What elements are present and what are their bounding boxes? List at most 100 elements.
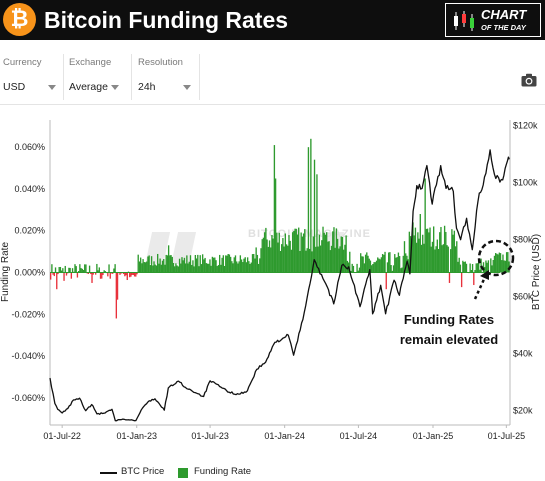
- funding-rate-bar: [418, 238, 420, 273]
- funding-rate-bar: [436, 239, 438, 273]
- funding-rate-bar: [139, 257, 142, 273]
- funding-rate-bar: [384, 251, 386, 273]
- funding-rate-bar: [390, 265, 392, 273]
- funding-rate-bar: [166, 255, 169, 273]
- funding-rate-bar: [71, 268, 74, 273]
- funding-rate-bar: [237, 263, 239, 273]
- funding-rate-bar: [273, 145, 276, 273]
- funding-rate-bar: [186, 255, 188, 273]
- funding-rate-bar: [88, 265, 91, 273]
- currency-select[interactable]: Currency USD: [0, 54, 63, 100]
- funding-rate-bar: [266, 239, 268, 273]
- legend-btc-price[interactable]: BTC Price: [121, 466, 165, 477]
- funding-rate-bar: [231, 261, 233, 273]
- funding-rate-bar: [58, 267, 60, 273]
- funding-rate-bar: [405, 253, 407, 273]
- funding-rate-bar: [299, 250, 301, 273]
- funding-rate-bar: [242, 262, 244, 273]
- funding-rate-bar: [102, 272, 104, 276]
- funding-rate-bar: [403, 241, 406, 273]
- funding-rate-bar: [469, 263, 471, 273]
- funding-rate-bar: [163, 259, 165, 273]
- x-tick-label: 01-Jan-24: [264, 431, 305, 441]
- funding-rate-bar: [493, 255, 496, 273]
- funding-rate-bar: [491, 265, 493, 273]
- funding-rate-bar: [82, 269, 85, 273]
- funding-rate-bar: [380, 257, 383, 273]
- y-right-tick-label: $80k: [513, 235, 533, 245]
- funding-rate-bar: [147, 256, 149, 273]
- funding-rate-bar: [463, 262, 465, 273]
- funding-rate-bar: [259, 258, 261, 273]
- funding-rate-bar: [79, 264, 81, 273]
- funding-rate-bar: [298, 227, 300, 273]
- funding-rate-bar: [143, 262, 145, 273]
- funding-rate-bar: [239, 255, 242, 273]
- funding-rate-bar: [433, 226, 435, 273]
- funding-rate-bar: [126, 272, 128, 281]
- funding-rate-bar: [332, 231, 334, 273]
- funding-rate-bar: [484, 266, 486, 273]
- funding-rate-bar: [503, 260, 505, 273]
- funding-rate-bar: [434, 249, 436, 273]
- exchange-select[interactable]: Exchange Average: [66, 54, 132, 100]
- funding-rate-bar: [480, 258, 482, 273]
- funding-rate-bar: [415, 242, 418, 273]
- funding-rate-bar: [306, 248, 308, 273]
- funding-rate-bar: [296, 234, 299, 273]
- funding-rate-bar: [232, 263, 234, 273]
- funding-rate-bar: [63, 272, 65, 281]
- funding-rate-bar: [440, 227, 442, 273]
- funding-rate-bar: [256, 254, 259, 273]
- funding-rate-bar: [502, 254, 504, 273]
- funding-rate-bar: [394, 254, 396, 273]
- funding-rate-bar: [101, 272, 103, 279]
- funding-rate-bar: [212, 257, 215, 273]
- funding-rate-bar: [383, 254, 385, 273]
- funding-rate-bar: [485, 260, 487, 273]
- funding-rate-bar: [321, 240, 323, 273]
- resolution-select[interactable]: Resolution 24h: [135, 54, 199, 100]
- funding-rate-bar: [125, 272, 127, 276]
- legend-funding-rate[interactable]: Funding Rate: [194, 466, 252, 477]
- funding-rate-bar: [349, 251, 351, 273]
- funding-rate-bar: [402, 255, 404, 273]
- funding-rate-bar: [457, 261, 459, 273]
- funding-rate-bar: [501, 260, 503, 273]
- y-left-tick-label: -0.020%: [11, 309, 45, 319]
- funding-rate-bar: [476, 263, 479, 273]
- funding-rate-bar: [236, 261, 238, 273]
- funding-rate-bar: [419, 214, 421, 273]
- camera-icon[interactable]: [521, 73, 537, 87]
- y-left-tick-label: 0.000%: [14, 268, 45, 278]
- funding-rate-bar: [294, 228, 296, 273]
- funding-rate-bar: [456, 241, 458, 273]
- funding-rate-bar: [422, 234, 424, 273]
- funding-rate-bar: [187, 263, 189, 273]
- funding-rate-bar: [248, 261, 250, 273]
- funding-rate-bar: [262, 237, 265, 273]
- x-tick-label: 01-Jan-23: [116, 431, 157, 441]
- funding-rate-bar: [379, 259, 381, 273]
- funding-rate-bar: [98, 267, 100, 273]
- funding-rate-bar: [328, 241, 330, 273]
- funding-rate-bar: [451, 229, 453, 273]
- funding-rate-bar: [158, 263, 160, 273]
- funding-rate-bar: [120, 272, 122, 274]
- legend-line-icon: [100, 472, 117, 474]
- funding-rate-bar: [487, 260, 490, 273]
- funding-rate-bar: [249, 263, 251, 273]
- funding-rate-bar: [477, 260, 480, 273]
- funding-rate-bar: [279, 250, 282, 273]
- funding-rate-bar: [184, 263, 187, 273]
- chart-of-the-day-badge: CHART OF THE DAY: [445, 3, 541, 37]
- funding-rate-bar: [315, 246, 317, 273]
- funding-rate-bar: [208, 263, 210, 273]
- funding-rate-bar: [398, 256, 401, 273]
- funding-rate-bar: [323, 232, 325, 273]
- funding-rate-bar: [426, 228, 429, 273]
- funding-rate-bar: [174, 266, 176, 273]
- funding-rate-bar: [360, 253, 362, 273]
- x-tick-label: 01-Jul-23: [191, 431, 229, 441]
- funding-rate-bar: [172, 262, 175, 273]
